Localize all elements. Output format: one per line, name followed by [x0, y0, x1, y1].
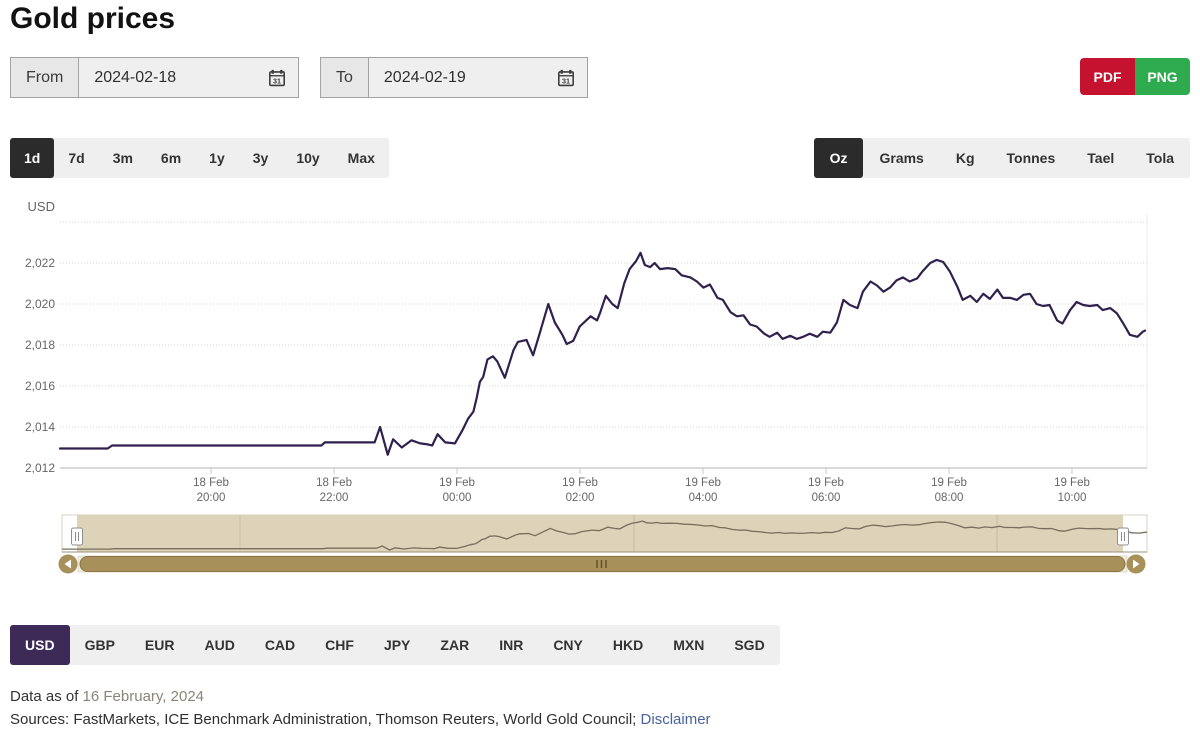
svg-text:31: 31: [273, 76, 281, 85]
x-axis-tick-time: 20:00: [197, 492, 226, 504]
unit-tab-tael[interactable]: Tael: [1087, 150, 1115, 166]
unit-tab-group: Oz Grams Kg Tonnes Tael Tola: [813, 138, 1190, 178]
calendar-icon[interactable]: 31: [557, 58, 587, 97]
chart-navigator: [58, 514, 1148, 574]
unit-tab-oz[interactable]: Oz: [813, 138, 864, 178]
unit-tab-tola[interactable]: Tola: [1146, 150, 1174, 166]
currency-tab-cny[interactable]: CNY: [553, 637, 583, 653]
currency-tab-cad[interactable]: CAD: [264, 637, 296, 653]
scrollbar-thumb[interactable]: [79, 556, 1126, 572]
y-axis-tick-label: 2,018: [25, 338, 55, 352]
range-tab-10y[interactable]: 10y: [296, 150, 320, 166]
currency-tab-chf[interactable]: CHF: [325, 637, 354, 653]
to-date-field[interactable]: To 2024-02-19 31: [320, 57, 588, 98]
x-axis-tick-date: 19 Feb: [562, 477, 598, 489]
x-axis-tick-date: 18 Feb: [316, 477, 352, 489]
navigator-series-line: [62, 520, 1148, 551]
x-axis-tick-time: 10:00: [1058, 492, 1087, 504]
price-series-line[interactable]: [58, 251, 1147, 456]
png-button[interactable]: PNG: [1135, 58, 1190, 95]
svg-text:31: 31: [562, 76, 570, 85]
pdf-button[interactable]: PDF: [1080, 58, 1135, 95]
sources: Sources: FastMarkets, ICE Benchmark Admi…: [10, 711, 711, 728]
y-axis-tick-label: 2,012: [25, 461, 55, 475]
x-axis-tick-date: 19 Feb: [1054, 477, 1090, 489]
from-date-label: From: [11, 58, 80, 97]
unit-tab-grams[interactable]: Grams: [879, 150, 924, 166]
navigator-right-handle[interactable]: [1117, 527, 1129, 546]
scrollbar-right-arrow[interactable]: [1126, 554, 1146, 574]
calendar-icon[interactable]: 31: [268, 58, 298, 97]
currency-tab-aud[interactable]: AUD: [204, 637, 235, 653]
disclaimer-link[interactable]: Disclaimer: [640, 711, 711, 728]
price-chart[interactable]: USD 2,012 2,014 2,016 2,018 2,020 2,022 18 Feb 2…: [0, 197, 1200, 509]
x-axis-tick-time: 08:00: [935, 492, 964, 504]
currency-tab-hkd[interactable]: HKD: [612, 637, 644, 653]
x-axis-tick-time: 06:00: [812, 492, 841, 504]
from-date-field[interactable]: From 2024-02-18 31: [10, 57, 299, 98]
navigator-left-handle[interactable]: [71, 527, 83, 546]
x-axis-tick-time: 04:00: [689, 492, 718, 504]
navigator-selected-range[interactable]: [77, 515, 1123, 552]
to-date-input[interactable]: 2024-02-19: [383, 68, 466, 86]
y-axis-tick-label: 2,022: [25, 256, 55, 270]
scrollbar-left-arrow[interactable]: [58, 554, 78, 574]
range-tab-1y[interactable]: 1y: [209, 150, 225, 166]
currency-tab-usd[interactable]: USD: [10, 625, 70, 665]
y-axis-unit-label: USD: [28, 199, 55, 214]
data-as-of: Data as of 16 February, 2024: [10, 688, 204, 705]
range-tab-group: 1d 7d 3m 6m 1y 3y 10y Max: [10, 138, 389, 178]
x-axis-tick-date: 19 Feb: [808, 477, 844, 489]
range-tab-6m[interactable]: 6m: [160, 150, 182, 166]
x-axis-tick-time: 00:00: [443, 492, 472, 504]
page-title: Gold prices: [10, 2, 176, 35]
x-axis-tick-date: 19 Feb: [439, 477, 475, 489]
data-as-of-value: 16 February, 2024: [82, 688, 205, 705]
range-tab-7d[interactable]: 7d: [68, 150, 85, 166]
currency-tab-gbp[interactable]: GBP: [84, 637, 115, 653]
currency-tab-eur[interactable]: EUR: [144, 637, 175, 653]
currency-tab-mxn[interactable]: MXN: [673, 637, 705, 653]
x-axis-tick-date: 19 Feb: [931, 477, 967, 489]
x-axis-tick-time: 22:00: [320, 492, 349, 504]
currency-tab-zar[interactable]: ZAR: [440, 637, 470, 653]
y-axis-tick-label: 2,016: [25, 379, 55, 393]
range-tab-3m[interactable]: 3m: [112, 150, 133, 166]
range-tab-3y[interactable]: 3y: [252, 150, 269, 166]
currency-tab-inr[interactable]: INR: [499, 637, 524, 653]
range-tab-1d[interactable]: 1d: [10, 138, 55, 178]
currency-tab-group: USD GBP EUR AUD CAD CHF JPY ZAR INR CNY HKD MXN SGD: [10, 625, 780, 665]
data-as-of-label: Data as of: [10, 688, 79, 705]
x-axis-tick-date: 18 Feb: [193, 477, 229, 489]
export-buttons: PDF PNG: [1080, 58, 1190, 95]
currency-tab-jpy[interactable]: JPY: [383, 637, 411, 653]
x-axis-tick-date: 19 Feb: [685, 477, 721, 489]
sources-text: Sources: FastMarkets, ICE Benchmark Admi…: [10, 711, 637, 728]
range-tab-max[interactable]: Max: [347, 150, 375, 166]
unit-tab-tonnes[interactable]: Tonnes: [1006, 150, 1056, 166]
y-axis-tick-label: 2,014: [25, 420, 55, 434]
currency-tab-sgd[interactable]: SGD: [734, 637, 765, 653]
unit-tab-kg[interactable]: Kg: [955, 150, 975, 166]
x-axis-tick-time: 02:00: [566, 492, 595, 504]
y-axis-tick-label: 2,020: [25, 297, 55, 311]
from-date-input[interactable]: 2024-02-18: [94, 68, 177, 86]
to-date-label: To: [321, 58, 369, 97]
scrollbar-grip-icon: [596, 560, 607, 568]
